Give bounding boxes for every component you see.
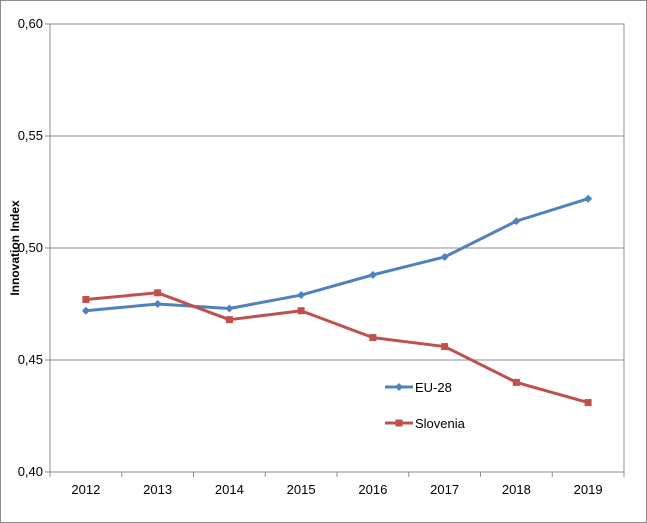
- data-point-slovenia: [297, 307, 305, 315]
- data-point-eu-28: [440, 252, 449, 261]
- x-tick-label: 2017: [430, 482, 459, 497]
- data-point-slovenia: [82, 296, 90, 304]
- legend-label-eu-28: EU-28: [415, 380, 452, 395]
- y-tick-label: 0,50: [18, 240, 43, 255]
- data-point-eu-28: [153, 300, 162, 308]
- data-point-eu-28: [297, 291, 306, 300]
- legend-label-slovenia: Slovenia: [415, 416, 466, 431]
- data-point-slovenia: [369, 334, 377, 342]
- y-tick-label: 0,55: [18, 128, 43, 143]
- y-axis-title: Innovation Index: [8, 200, 22, 296]
- x-tick-label: 2015: [287, 482, 316, 497]
- x-tick-label: 2018: [502, 482, 531, 497]
- series-line-slovenia: [85, 291, 589, 405]
- y-tick-label: 0,45: [18, 352, 43, 367]
- y-tick-label: 0,40: [18, 464, 43, 479]
- data-point-eu-28: [368, 270, 377, 279]
- data-point-slovenia: [584, 399, 592, 407]
- series-line-eu-28: [85, 197, 589, 313]
- data-point-slovenia: [154, 289, 162, 297]
- legend-marker-slovenia: [395, 419, 403, 427]
- data-point-slovenia: [225, 316, 233, 324]
- data-point-slovenia: [512, 378, 520, 386]
- x-tick-label: 2016: [358, 482, 387, 497]
- y-tick-label: 0,60: [18, 16, 43, 31]
- legend-marker-eu-28: [395, 383, 403, 391]
- x-tick-label: 2013: [143, 482, 172, 497]
- data-point-slovenia: [441, 343, 449, 351]
- data-point-eu-28: [584, 194, 593, 203]
- x-tick-label: 2012: [71, 482, 100, 497]
- data-point-eu-28: [225, 304, 234, 313]
- data-point-eu-28: [81, 306, 90, 315]
- x-tick-label: 2019: [574, 482, 603, 497]
- data-point-eu-28: [512, 217, 521, 226]
- x-tick-label: 2014: [215, 482, 244, 497]
